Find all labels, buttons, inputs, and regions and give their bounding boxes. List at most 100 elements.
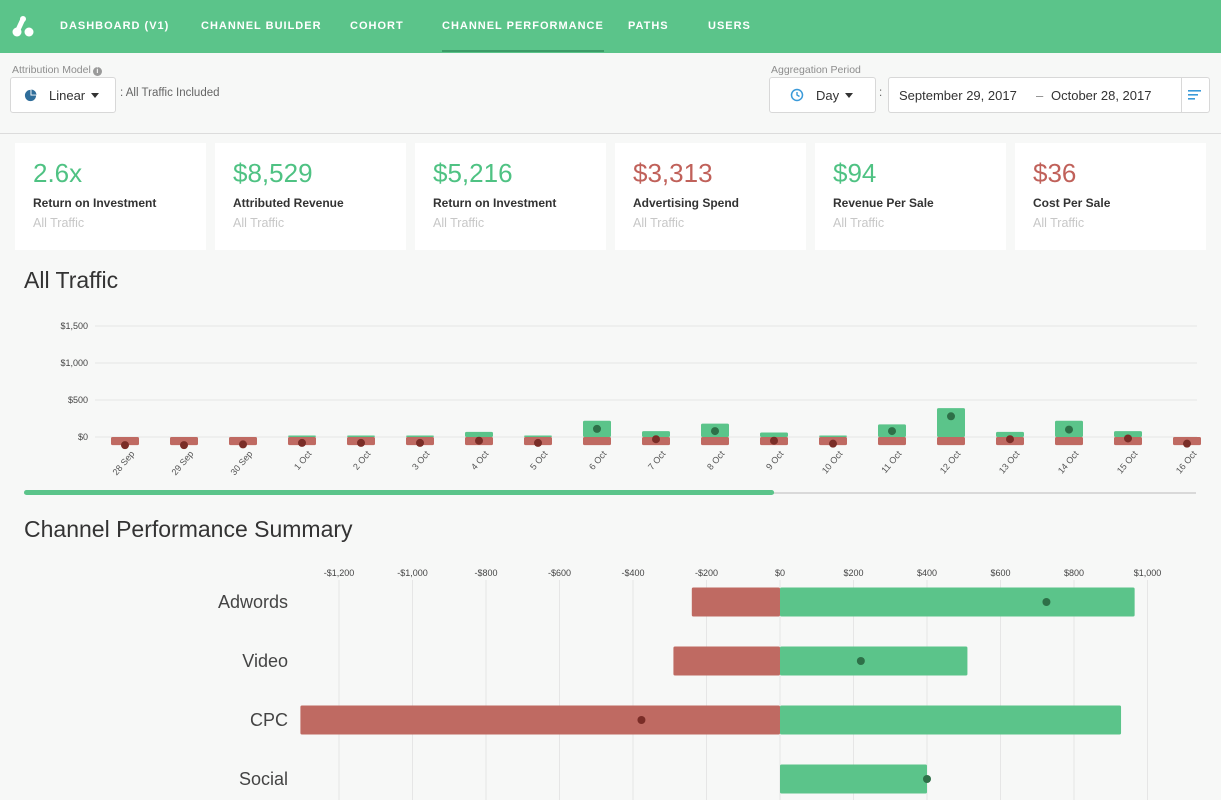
kpi-label: Return on Investment [433, 196, 557, 210]
all-traffic-title: All Traffic [24, 267, 119, 293]
spend-bar [111, 437, 139, 446]
spend-bar [170, 437, 198, 446]
filter-lines-icon[interactable] [1188, 89, 1202, 101]
date-separator: : [879, 87, 883, 99]
nav-paths[interactable]: PATHS [628, 20, 669, 32]
pie-chart-icon [24, 89, 37, 102]
net-dot [1124, 434, 1132, 443]
net-dot [770, 436, 778, 445]
attribution-model-label: Attribution Model i [12, 64, 102, 76]
nav-dashboard[interactable]: DASHBOARD (V1) [60, 20, 170, 32]
x-tick-label: $0 [775, 568, 785, 578]
x-tick-label: $200 [843, 568, 863, 578]
x-tick-label: 3 Oct [410, 448, 432, 471]
kpi-sub: All Traffic [633, 216, 685, 230]
kpi-sub: All Traffic [33, 216, 85, 230]
x-tick-label: 6 Oct [587, 448, 609, 471]
y-tick-label: $1,000 [60, 358, 88, 368]
spend-bar [937, 437, 965, 446]
kpi-card-advertising-spend: $3,313 Advertising Spend All Traffic [615, 143, 806, 250]
date-start[interactable]: September 29, 2017 [899, 88, 1017, 103]
nav-channel-builder[interactable]: CHANNEL BUILDER [201, 20, 322, 32]
x-tick-label: 15 Oct [1115, 448, 1140, 475]
revenue-bar [760, 432, 788, 437]
channel-summary-chart: -$1,200 -$1,000 -$800 -$600 -$400 -$200 $0 $200… [218, 568, 1161, 800]
x-tick-label: -$1,200 [324, 568, 355, 578]
x-tick-label: 2 Oct [351, 448, 373, 471]
x-tick-label: 16 Oct [1174, 448, 1199, 475]
net-dot [652, 435, 660, 444]
net-dot [298, 438, 306, 447]
spend-bar [701, 437, 729, 446]
x-tick-label: 5 Oct [528, 448, 550, 471]
date-range-picker[interactable]: September 29, 2017 – October 28, 2017 [888, 77, 1210, 113]
kpi-value: $94 [833, 158, 877, 188]
net-dot [593, 424, 601, 433]
net-dot [888, 427, 896, 436]
x-tick-label: 1 Oct [292, 448, 314, 471]
net-dot [1183, 439, 1191, 448]
clock-icon [790, 88, 804, 102]
x-tick-label: $400 [917, 568, 937, 578]
aggregation-period-value-text: Day [816, 88, 840, 103]
nav-users[interactable]: USERS [708, 20, 751, 32]
kpi-value: $5,216 [433, 158, 513, 188]
x-tick-label: 11 Oct [879, 448, 904, 475]
revenue-bar [819, 435, 847, 437]
kpi-card-cost-per-sale: $36 Cost Per Sale All Traffic [1015, 143, 1206, 250]
nav-cohort[interactable]: COHORT [350, 20, 404, 32]
attribution-model-select[interactable]: Linear [10, 77, 116, 113]
kpi-sub: All Traffic [833, 216, 885, 230]
x-tick-label: -$1,000 [397, 568, 428, 578]
kpi-card-return-on-investment: $5,216 Return on Investment All Traffic [415, 143, 606, 250]
app-logo-icon[interactable] [11, 14, 35, 38]
x-tick-label: 10 Oct [820, 448, 845, 475]
net-dot [121, 441, 129, 450]
x-tick-label: -$400 [621, 568, 644, 578]
all-traffic-chart: $0 $500 $1,000 $1,500 28 Sep 29 Sep 30 Sep 1 Oc… [24, 321, 1201, 495]
chevron-down-icon [845, 93, 854, 98]
kpi-sub: All Traffic [1033, 216, 1085, 230]
x-tick-label: 30 Sep [229, 449, 255, 477]
x-tick-label: 13 Oct [997, 448, 1022, 475]
channel-label: CPC [250, 710, 288, 730]
net-dot [1065, 425, 1073, 434]
aggregation-period-select[interactable]: Day [769, 77, 876, 113]
kpi-card-roi: 2.6x Return on Investment All Traffic [15, 143, 206, 250]
aggregation-period-label: Aggregation Period [771, 64, 861, 76]
x-tick-label: 12 Oct [938, 448, 963, 475]
y-tick-label: $500 [68, 395, 88, 405]
net-dot [947, 412, 955, 421]
net-dot [923, 775, 931, 783]
spend-bar [1055, 437, 1083, 446]
date-end[interactable]: October 28, 2017 [1051, 88, 1152, 103]
channel-label: Video [242, 651, 288, 671]
y-tick-label: $0 [78, 432, 88, 442]
kpi-value: 2.6x [33, 158, 83, 188]
x-tick-label: 29 Sep [170, 449, 196, 477]
net-dot [357, 438, 365, 447]
net-dot [1042, 598, 1051, 606]
revenue-bar [937, 408, 965, 437]
revenue-bar [780, 705, 1122, 735]
kpi-sub: All Traffic [233, 216, 285, 230]
x-tick-label: -$800 [474, 568, 497, 578]
net-dot [711, 427, 719, 436]
kpi-label: Attributed Revenue [233, 196, 344, 210]
attribution-model-label-text: Attribution Model [12, 64, 91, 76]
channel-label: Social [239, 769, 288, 789]
x-tick-label: 7 Oct [646, 448, 668, 471]
kpi-card-revenue-per-sale: $94 Revenue Per Sale All Traffic [815, 143, 1006, 250]
top-nav: DASHBOARD (V1) CHANNEL BUILDER COHORT CH… [0, 0, 1221, 53]
date-divider [1181, 78, 1182, 112]
nav-channel-performance[interactable]: CHANNEL PERFORMANCE [442, 0, 604, 53]
info-icon[interactable]: i [92, 67, 102, 76]
channel-label: Adwords [218, 592, 288, 612]
x-tick-label: -$200 [695, 568, 718, 578]
revenue-bar [406, 435, 434, 437]
x-tick-label: 8 Oct [705, 448, 727, 471]
x-tick-label: $600 [990, 568, 1010, 578]
x-tick-label: 28 Sep [111, 449, 137, 477]
kpi-sub: All Traffic [433, 216, 485, 230]
net-dot [829, 439, 837, 448]
